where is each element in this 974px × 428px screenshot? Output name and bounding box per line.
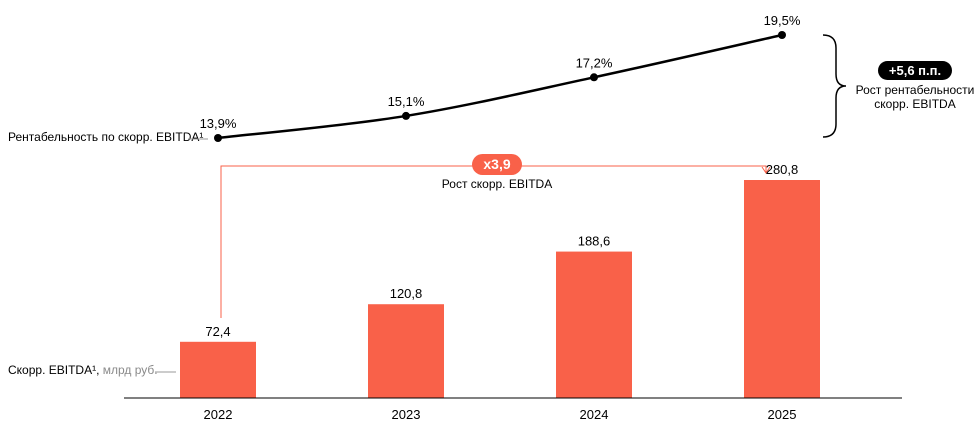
line-value-label: 15,1%	[388, 94, 425, 109]
margin-growth-bracket	[822, 34, 847, 138]
line-series-label: Рентабельность по скорр. EBITDA¹	[8, 130, 203, 144]
x-tick-label: 2022	[204, 407, 233, 422]
bar-value-label: 120,8	[390, 286, 423, 301]
margin-growth-text-2: скорр. EBITDA	[874, 97, 955, 111]
line-point-2025	[778, 31, 786, 39]
margin-growth-badge	[878, 61, 952, 80]
bar-series-label: Скорр. EBITDA¹, млрд руб.	[8, 363, 158, 377]
growth-badge-text: x3,9	[483, 156, 510, 172]
line-point-2022	[214, 134, 222, 142]
growth-badge	[472, 154, 522, 175]
margin-growth-badge-text: +5,6 п.п.	[889, 63, 941, 78]
bar-2023	[368, 304, 444, 398]
bar-2025	[744, 180, 820, 398]
growth-arrow-head	[761, 166, 771, 174]
line-value-label: 13,9%	[200, 116, 237, 131]
x-tick-label: 2024	[580, 407, 609, 422]
x-tick-label: 2023	[392, 407, 421, 422]
x-tick-label: 2025	[768, 407, 797, 422]
bar-2024	[556, 251, 632, 398]
line-point-2024	[590, 73, 598, 82]
growth-text: Рост скорр. EBITDA	[442, 177, 552, 191]
line-value-label: 19,5%	[764, 13, 801, 28]
bar-value-label: 188,6	[578, 234, 611, 249]
bar-value-label: 280,8	[766, 162, 799, 177]
margin-growth-text-1: Рост рентабельности	[856, 83, 974, 97]
margin-line	[217, 33, 783, 140]
line-value-label: 17,2%	[576, 55, 613, 70]
bar-value-label: 72,4	[205, 324, 230, 339]
line-point-2023	[402, 111, 410, 120]
bar-2022	[180, 341, 256, 398]
